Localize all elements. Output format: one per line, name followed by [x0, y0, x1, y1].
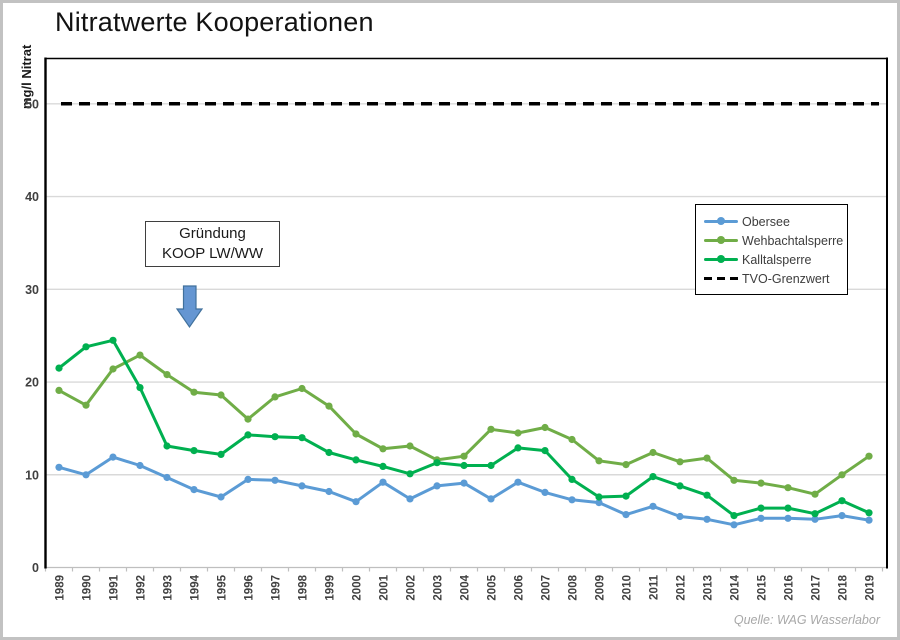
- source-credit: Quelle: WAG Wasserlabor: [733, 613, 880, 627]
- wehbachtalsperre-line-icon: [704, 236, 738, 245]
- obersee-line-icon: [704, 217, 738, 226]
- x-tick-labels: 1989 1990 1991 1992 1993 1994 1995 1996 1997 1998…: [55, 574, 877, 600]
- svg-text:2015: 2015: [757, 574, 769, 600]
- svg-text:2012: 2012: [676, 575, 688, 601]
- svg-text:0: 0: [32, 561, 39, 575]
- series-obersee: [55, 453, 873, 529]
- svg-text:2016: 2016: [784, 575, 796, 601]
- legend-label: TVO-Grenzwert: [742, 271, 830, 286]
- svg-text:2017: 2017: [811, 575, 823, 601]
- svg-text:2007: 2007: [541, 575, 553, 601]
- page-title: Nitratwerte Kooperationen: [55, 7, 374, 37]
- svg-text:2009: 2009: [595, 575, 607, 601]
- svg-text:2003: 2003: [433, 575, 445, 601]
- plot-border: [44, 57, 888, 569]
- svg-text:1991: 1991: [109, 574, 121, 600]
- svg-text:40: 40: [25, 190, 39, 204]
- svg-text:10: 10: [25, 468, 39, 482]
- chart-legend: Obersee Wehbachtalsperre Kalltalsperre T…: [695, 204, 848, 295]
- svg-text:1995: 1995: [217, 574, 229, 600]
- svg-text:50: 50: [25, 97, 39, 111]
- svg-text:1990: 1990: [82, 575, 94, 601]
- svg-text:2010: 2010: [622, 575, 634, 601]
- legend-item-obersee[interactable]: Obersee: [704, 212, 839, 231]
- legend-item-kalltalsperre[interactable]: Kalltalsperre: [704, 250, 839, 269]
- svg-text:1994: 1994: [190, 574, 202, 600]
- kalltalsperre-line-icon: [704, 255, 738, 264]
- svg-text:2019: 2019: [865, 575, 877, 601]
- svg-text:1998: 1998: [298, 574, 310, 600]
- annotation-down-arrow: [175, 285, 204, 329]
- svg-text:1996: 1996: [244, 575, 256, 601]
- legend-item-tvo-grenzwert[interactable]: TVO-Grenzwert: [704, 269, 839, 288]
- legend-label: Obersee: [742, 214, 790, 229]
- x-axis: [44, 566, 887, 572]
- y-tick-labels: 0 10 20 30 40 50: [25, 97, 39, 575]
- svg-text:2005: 2005: [487, 574, 499, 600]
- svg-text:1992: 1992: [136, 575, 148, 601]
- svg-text:1989: 1989: [55, 575, 67, 601]
- series-wehbachtalsperre: [55, 351, 873, 498]
- svg-text:2018: 2018: [838, 574, 850, 600]
- legend-item-wehbachtalsperre[interactable]: Wehbachtalsperre: [704, 231, 843, 250]
- svg-text:1997: 1997: [271, 575, 283, 601]
- svg-text:1993: 1993: [163, 575, 175, 601]
- svg-text:2011: 2011: [649, 574, 661, 600]
- legend-label: Kalltalsperre: [742, 252, 812, 267]
- legend-label: Wehbachtalsperre: [742, 233, 844, 248]
- svg-text:2000: 2000: [352, 575, 364, 601]
- svg-text:2001: 2001: [379, 574, 391, 600]
- svg-text:2006: 2006: [514, 575, 526, 601]
- svg-text:2002: 2002: [406, 575, 418, 601]
- dashed-line-icon: [704, 277, 738, 280]
- svg-text:2004: 2004: [460, 574, 472, 600]
- svg-text:2008: 2008: [568, 574, 580, 600]
- svg-text:2013: 2013: [703, 575, 715, 601]
- svg-text:30: 30: [25, 283, 39, 297]
- series-kalltalsperre: [55, 336, 873, 520]
- svg-text:20: 20: [25, 376, 39, 390]
- annotation-line1: Gründung: [179, 225, 246, 242]
- svg-text:1999: 1999: [325, 575, 337, 601]
- annotation-box: Gründung KOOP LW/WW: [145, 221, 280, 267]
- svg-text:2014: 2014: [730, 574, 742, 600]
- annotation-line2: KOOP LW/WW: [161, 245, 264, 262]
